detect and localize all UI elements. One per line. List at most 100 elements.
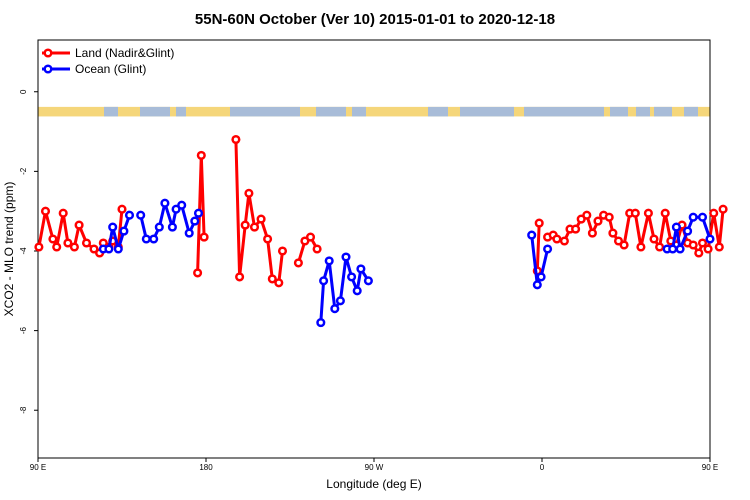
data-point [347,272,357,282]
data-point [113,244,123,254]
series-ocean [98,198,715,328]
data-point [267,274,277,284]
data-point [240,220,250,230]
data-point [718,204,728,214]
data-point [74,220,84,230]
data-point [356,264,366,274]
data-point [48,234,58,244]
x-tick-label: 0 [540,463,545,472]
band-ocean-segment [230,106,300,117]
data-point [305,232,316,242]
data-point [171,204,181,214]
data-point [104,244,114,254]
data-point [319,276,329,286]
data-point [40,206,51,216]
series-line [234,139,284,285]
data-point [108,222,118,232]
chart-title: 55N-60N October (Ver 10) 2015-01-01 to 2… [195,11,555,28]
band-ocean-segment [610,106,628,117]
y-tick-label: 0 [19,89,28,94]
data-point [694,248,704,258]
data-point [177,200,187,210]
data-point [352,286,362,296]
data-point [571,224,581,234]
series-layer [34,134,728,328]
data-point [63,238,73,248]
data-point [277,246,288,256]
data-point [235,272,245,282]
y-axis-label: XCO2 - MLO trend (ppm) [2,182,16,317]
data-point [136,210,146,220]
data-point [274,278,284,288]
data-point [160,198,170,208]
x-axis: 90 E 180 90 W 0 90 E [30,458,718,472]
legend-label: Ocean (Glint) [75,62,146,76]
data-point [330,304,340,314]
data-point [141,234,151,244]
data-point [552,234,562,244]
band-ocean-segment [636,106,650,117]
data-point [196,150,206,160]
y-tick-label: -4 [19,247,28,255]
legend: Land (Nadir&Glint) Ocean (Glint) [42,46,174,76]
data-point [604,212,614,222]
data-point [193,268,203,278]
band-ocean-segment [352,106,366,117]
x-tick-label: 90 W [365,463,384,472]
data-point [649,234,659,244]
data-point [587,228,597,238]
data-point [244,188,254,198]
data-point [119,226,129,236]
data-point [69,242,79,252]
data-point [249,222,260,232]
data-point [697,238,708,248]
data-point [608,228,618,238]
y-tick-label: -2 [19,167,28,175]
data-point [167,222,177,232]
data-point [34,242,44,252]
y-axis: 0 -2 -4 -6 -8 [19,89,38,414]
legend-marker [43,64,53,74]
data-point [256,214,266,224]
land-ocean-band [38,106,710,117]
data-point [335,296,345,306]
y-tick-label: -8 [19,406,28,414]
data-point [81,238,92,248]
band-ocean-segment [460,106,514,117]
band-ocean-segment [176,106,186,117]
data-point [312,244,322,254]
data-point [688,212,698,222]
series-line [319,255,370,323]
data-point [58,208,68,218]
data-point [683,226,693,236]
data-point [636,242,646,252]
data-point [714,242,724,252]
data-point [655,242,665,252]
data-point [199,232,209,242]
x-tick-label: 90 E [30,463,46,472]
data-point [688,240,698,250]
data-point [697,212,708,222]
data-point [149,234,159,244]
data-point [193,208,204,218]
data-point [184,228,194,238]
band-ocean-segment [316,106,346,117]
band-ocean-segment [428,106,448,117]
data-point [536,272,546,282]
data-point [660,208,670,218]
data-point [316,318,326,328]
data-point [117,204,127,214]
x-tick-label: 180 [199,463,213,472]
data-point [263,234,273,244]
data-point [190,216,200,226]
data-point [154,222,164,232]
data-point [534,218,544,228]
series-line [535,223,541,271]
y-tick-label: -6 [19,327,28,335]
data-point [124,210,135,220]
series-land [34,134,728,288]
data-point [582,210,592,220]
x-tick-label: 90 E [702,463,718,472]
data-point [643,208,653,218]
